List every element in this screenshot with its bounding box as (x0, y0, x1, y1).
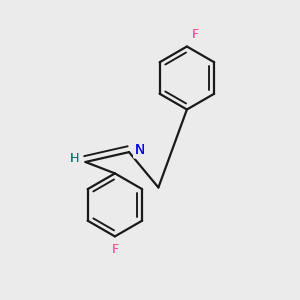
Text: H: H (70, 152, 79, 165)
Text: F: F (191, 28, 199, 41)
Text: N: N (134, 143, 145, 157)
Text: F: F (191, 28, 199, 41)
Text: F: F (111, 243, 118, 256)
Text: H: H (70, 152, 79, 165)
Text: N: N (134, 143, 145, 157)
Text: H: H (70, 152, 79, 165)
Text: F: F (111, 243, 118, 256)
Text: N: N (134, 143, 145, 157)
Text: F: F (191, 28, 199, 41)
Text: F: F (115, 243, 122, 256)
